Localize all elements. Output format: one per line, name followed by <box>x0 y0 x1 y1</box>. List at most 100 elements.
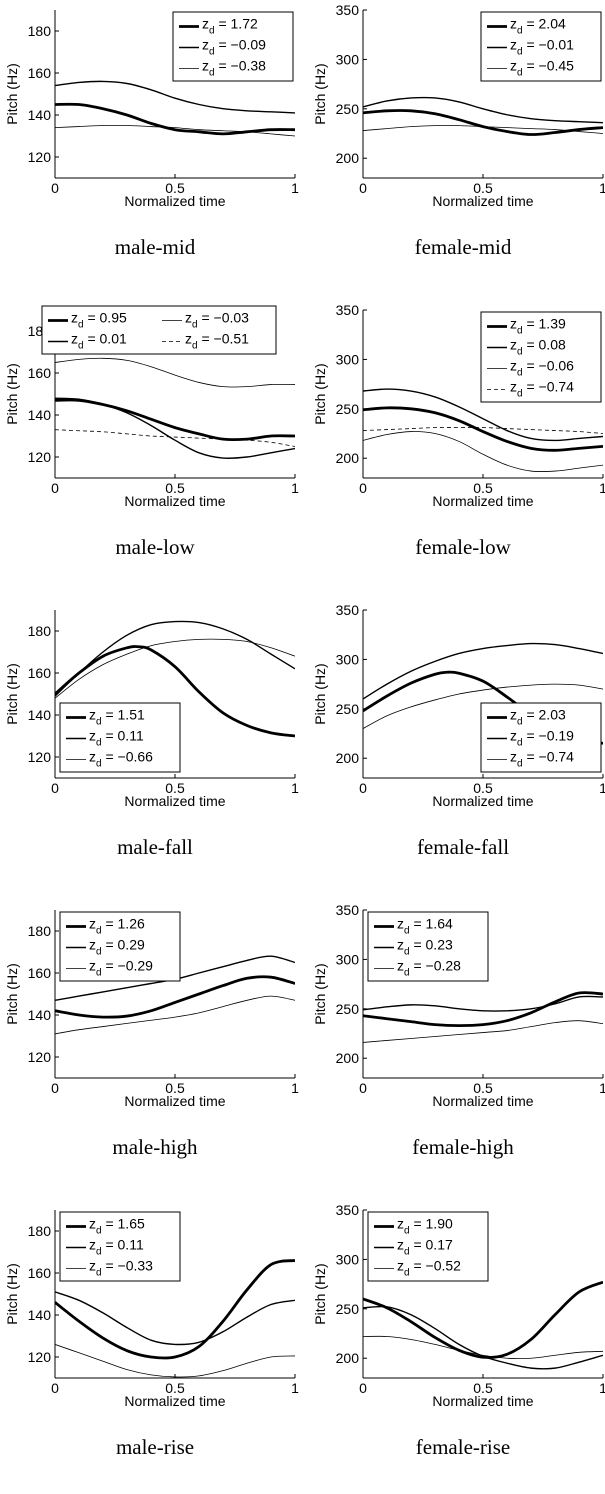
y-tick-label: 120 <box>28 149 52 165</box>
legend-entry: zd = 0.95 <box>71 310 127 331</box>
legend-entry: zd = 1.65 <box>89 1216 145 1237</box>
legend-entry: zd = −0.66 <box>89 749 153 770</box>
x-tick-label: 0 <box>359 480 367 496</box>
series-line <box>363 109 603 136</box>
y-tick-label: 140 <box>28 1307 52 1323</box>
x-tick-label: 0 <box>51 780 59 796</box>
legend-entry: zd = −0.38 <box>202 58 266 79</box>
y-tick-label: 300 <box>336 951 360 967</box>
y-tick-label: 300 <box>336 51 360 67</box>
series-line <box>363 1305 603 1370</box>
y-tick-label: 160 <box>28 665 52 681</box>
series-line <box>55 638 295 699</box>
y-tick-label: 250 <box>336 1001 360 1017</box>
y-tick-label: 200 <box>336 1050 360 1066</box>
panel-caption: male-high <box>112 1135 198 1159</box>
series-lines <box>363 991 603 1043</box>
legend-entry: zd = −0.74 <box>510 379 574 400</box>
y-tick-label: 160 <box>28 1265 52 1281</box>
series-line <box>363 1020 603 1043</box>
y-tick-label: 250 <box>336 1301 360 1317</box>
y-tick-label: 140 <box>28 1007 52 1023</box>
panel-caption: male-fall <box>117 835 193 859</box>
x-tick-label: 0.5 <box>473 480 493 496</box>
legend-entry: zd = −0.33 <box>89 1258 153 1279</box>
x-tick-label: 1 <box>291 480 299 496</box>
x-tick-label: 0.5 <box>473 180 493 196</box>
x-tick-label: 0.5 <box>165 1380 185 1396</box>
legend-box <box>367 1211 489 1282</box>
series-line <box>363 683 603 729</box>
y-tick-label: 350 <box>336 1202 360 1218</box>
chart-panel-female-low: 200 250 300 350 0 0.5 1 Normalized time Pitch (H… <box>312 302 605 559</box>
y-axis-label: Pitch (Hz) <box>4 1263 20 1324</box>
series-line <box>363 406 603 452</box>
series-lines <box>363 1280 603 1370</box>
y-tick-label: 350 <box>336 602 360 618</box>
x-axis-label: Normalized time <box>432 193 533 209</box>
x-axis-label: Normalized time <box>432 1393 533 1409</box>
legend-entry: zd = 1.90 <box>397 1216 453 1237</box>
y-tick-label: 180 <box>28 1223 52 1239</box>
legend-box <box>480 11 602 82</box>
chart-panel-female-mid: 200 250 300 350 0 0.5 1 Normalized time Pitch (H… <box>312 2 605 259</box>
y-tick-label: 300 <box>336 1251 360 1267</box>
series-line <box>55 1291 295 1346</box>
series-line <box>55 398 295 442</box>
chart-panel-male-mid: 120 140 160 180 0 0.5 1 Normalized time Pitch (H… <box>4 10 299 259</box>
series-line <box>363 96 603 124</box>
y-tick-label: 200 <box>336 150 360 166</box>
legend-entry: zd = −0.28 <box>397 958 461 979</box>
x-tick-label: 0.5 <box>165 180 185 196</box>
legend-entry: zd = 0.23 <box>397 937 453 958</box>
series-lines <box>363 388 603 473</box>
legend-box <box>59 911 181 982</box>
legend-entry: zd = −0.19 <box>510 728 574 749</box>
x-tick-label: 0 <box>51 1080 59 1096</box>
y-tick-label: 300 <box>336 351 360 367</box>
y-tick-label: 300 <box>336 651 360 667</box>
y-tick-label: 350 <box>336 902 360 918</box>
x-axis-label: Normalized time <box>124 493 225 509</box>
y-axis-label: Pitch (Hz) <box>312 663 328 724</box>
y-tick-label: 160 <box>28 365 52 381</box>
legend-entry: zd = 2.03 <box>510 707 566 728</box>
panel-caption: female-mid <box>415 235 512 259</box>
y-tick-label: 200 <box>336 450 360 466</box>
x-tick-label: 1 <box>291 180 299 196</box>
x-tick-label: 1 <box>599 1380 605 1396</box>
chart-panel-male-rise: 120 140 160 180 0 0.5 1 Normalized time Pitch (H… <box>4 1210 299 1459</box>
x-tick-label: 0 <box>359 180 367 196</box>
y-tick-label: 120 <box>28 1349 52 1365</box>
legend-entry: zd = 0.29 <box>89 937 145 958</box>
y-tick-label: 140 <box>28 107 52 123</box>
panel-caption: female-fall <box>417 835 509 859</box>
x-tick-label: 0.5 <box>473 780 493 796</box>
x-tick-label: 1 <box>599 780 605 796</box>
series-line <box>55 124 295 137</box>
series-line <box>363 642 603 700</box>
legend-entry: zd = 1.39 <box>510 316 566 337</box>
legend-entry: zd = 1.26 <box>89 916 145 937</box>
legend-box <box>480 702 602 773</box>
legend-box <box>172 11 294 82</box>
legend-entry: zd = −0.51 <box>185 331 249 352</box>
y-axis-label: Pitch (Hz) <box>4 63 20 124</box>
series-line <box>55 429 295 447</box>
y-axis-label: Pitch (Hz) <box>312 63 328 124</box>
x-tick-label: 1 <box>291 780 299 796</box>
series-line <box>55 80 295 114</box>
series-line <box>363 1335 603 1360</box>
x-tick-label: 0 <box>51 1380 59 1396</box>
series-line <box>55 397 295 460</box>
y-tick-label: 250 <box>336 401 360 417</box>
x-tick-label: 0.5 <box>165 780 185 796</box>
y-axis-label: Pitch (Hz) <box>312 1263 328 1324</box>
y-tick-label: 180 <box>28 23 52 39</box>
